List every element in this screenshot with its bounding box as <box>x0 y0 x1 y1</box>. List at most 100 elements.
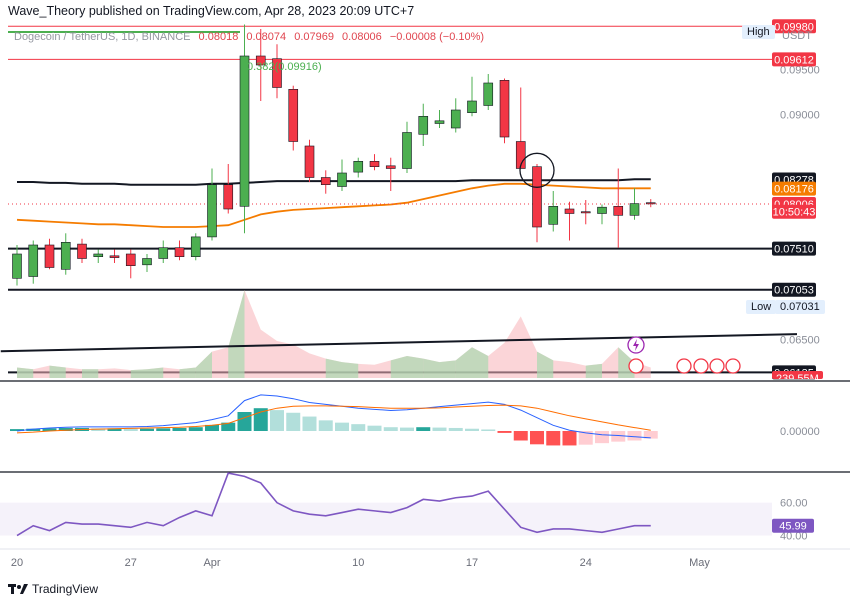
flag-event-icon <box>725 358 741 374</box>
macd-histogram-bar <box>318 420 333 431</box>
candle-body <box>613 206 624 216</box>
volume-area-up-segment <box>325 358 342 378</box>
volume-area-up-segment <box>423 358 440 378</box>
macd-histogram-bar <box>42 428 57 431</box>
volume-area-up-segment <box>472 347 489 378</box>
candle-body <box>467 100 477 113</box>
ema-200-line <box>17 178 651 186</box>
candle-body <box>320 177 331 185</box>
tradingview-logo-icon <box>8 584 28 594</box>
candle-body <box>93 253 104 257</box>
time-axis-label: 17 <box>466 557 478 569</box>
rsi-band <box>0 502 772 536</box>
rsi-value-tag <box>772 518 814 533</box>
brand-name: TradingView <box>32 582 99 596</box>
macd-histogram-bar <box>188 427 203 431</box>
candle-body <box>12 253 22 279</box>
price-tag-label: 0.09612 <box>774 54 814 66</box>
candle-body <box>288 89 299 142</box>
candle-body <box>77 243 87 259</box>
volume-area-up-segment <box>407 356 424 378</box>
flag-event-icon <box>693 358 709 374</box>
candle-body <box>434 120 445 124</box>
macd-histogram-bar <box>611 431 626 442</box>
price-tag-label: 10:50:43 <box>773 207 816 219</box>
macd-histogram-bar <box>286 412 301 431</box>
symbol-legend: Dogecoin / TetherUS, 1D, BINANCE 0.08018… <box>14 31 484 43</box>
rsi-value-label: 45.99 <box>779 521 807 533</box>
volume-area-up-segment <box>179 367 196 378</box>
candle-body <box>385 165 396 169</box>
candle-body <box>158 247 169 259</box>
price-tag <box>772 282 816 297</box>
candle-body <box>142 258 152 266</box>
macd-histogram-bar <box>497 431 512 433</box>
price-tag <box>772 181 816 196</box>
rsi-line <box>16 472 651 537</box>
candle-body <box>223 184 234 210</box>
legend-change: −0.00008 (−0.10%) <box>389 31 485 43</box>
macd-histogram-bar <box>58 427 73 431</box>
macd-histogram-bar <box>237 412 252 431</box>
macd-histogram-bar <box>156 428 171 431</box>
candle-body <box>125 253 136 266</box>
legend-low: 0.07969 <box>294 31 334 43</box>
rsi-axis-label: 40.00 <box>780 531 808 543</box>
macd-histogram-bar <box>253 408 268 431</box>
candle-body <box>548 206 559 225</box>
volume-area-up-segment <box>17 367 34 378</box>
time-axis-label: 20 <box>11 557 23 569</box>
volume-area-up-segment <box>147 367 164 378</box>
macd-histogram-bar <box>643 431 658 439</box>
price-pane <box>0 20 772 380</box>
candle-body <box>515 141 526 169</box>
low-value-badge: 0.07031 <box>775 300 825 314</box>
publish-header: Wave_Theory published on TradingView.com… <box>8 4 415 18</box>
candle-body <box>44 244 55 268</box>
macd-histogram-bar <box>221 422 236 431</box>
macd-histogram-bar <box>26 428 41 431</box>
macd-histogram-bar <box>513 431 528 441</box>
price-tag <box>772 19 816 34</box>
macd-histogram-bar <box>270 410 284 431</box>
highlight-circle <box>519 152 555 188</box>
price-tag <box>772 241 816 256</box>
time-axis-label: 10 <box>352 557 364 569</box>
macd-histogram-bar <box>400 427 414 431</box>
macd-histogram-bar <box>123 428 138 431</box>
currency-label: USDT <box>782 30 812 42</box>
volume-area <box>17 290 651 378</box>
macd-histogram-bar <box>546 431 561 446</box>
candle-body <box>190 236 201 257</box>
footer-brand[interactable]: TradingView <box>8 582 98 596</box>
candle-body <box>645 202 656 205</box>
macd-histogram-bar <box>335 422 349 431</box>
candle-body <box>483 82 494 106</box>
macd-histogram-bar <box>91 428 106 431</box>
candle-body <box>353 161 364 173</box>
candle-body <box>418 116 429 135</box>
candle-body <box>532 166 542 228</box>
volume-area-up-segment <box>537 351 554 378</box>
candle-body <box>629 203 640 216</box>
flag-event-icon <box>709 358 725 374</box>
price-axis-label: 0.06500 <box>780 335 820 347</box>
macd-histogram-bar <box>172 427 187 431</box>
volume-area-up-segment <box>439 360 456 378</box>
volume-area-up-segment <box>342 362 359 378</box>
time-axis-label: 27 <box>125 557 137 569</box>
legend-symbol: Dogecoin / TetherUS, 1D, BINANCE <box>14 31 191 43</box>
macd-histogram-bar <box>562 431 577 446</box>
macd-histogram-bar <box>383 427 398 431</box>
candle-body <box>402 132 412 169</box>
macd-histogram-bar <box>448 427 463 431</box>
volume-area-up-segment <box>130 369 147 378</box>
macd-signal-line <box>16 404 651 434</box>
candle-body <box>580 211 591 214</box>
lightning-icon <box>633 339 639 351</box>
candle-body <box>28 244 39 277</box>
candle-body <box>499 80 510 138</box>
candle-body <box>597 206 607 214</box>
price-tag-label: 0.07510 <box>774 244 814 256</box>
